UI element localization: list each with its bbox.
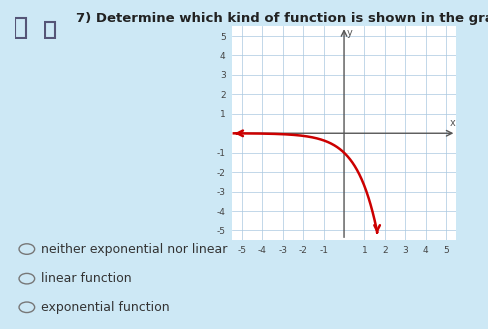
Text: neither exponential nor linear: neither exponential nor linear — [41, 242, 228, 256]
Text: x: x — [449, 118, 455, 128]
Text: linear function: linear function — [41, 272, 132, 285]
Text: y: y — [347, 28, 353, 38]
Text: exponential function: exponential function — [41, 301, 170, 314]
Text: 7) Determine which kind of function is shown in the graph.: 7) Determine which kind of function is s… — [76, 12, 488, 25]
